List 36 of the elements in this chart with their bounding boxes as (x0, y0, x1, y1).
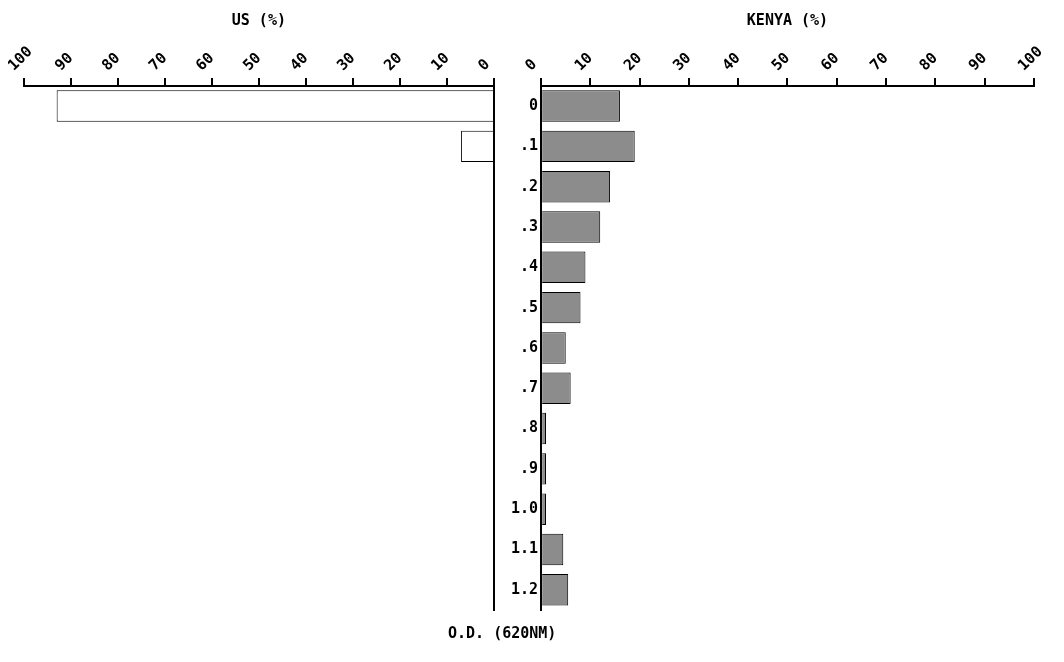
x-tick-label: 60 (191, 48, 218, 75)
x-tick-label: 30 (333, 48, 359, 75)
y-tick-label: .5 (520, 297, 539, 316)
x-axis-title: KENYA (%) (746, 10, 829, 29)
x-tick-label: 0 (474, 54, 494, 75)
x-axis-title: US (%) (231, 10, 286, 29)
x-tick-label: 20 (380, 48, 406, 75)
x-tick-label: 50 (767, 48, 794, 75)
x-tick-label: 50 (238, 48, 265, 75)
y-tick-label: .3 (520, 216, 539, 235)
x-tick-label: 100 (1013, 42, 1046, 75)
x-tick-label: 80 (97, 48, 124, 75)
x-tick-label: 10 (427, 48, 453, 75)
text: O.D. (620NM) (448, 624, 557, 642)
y-tick-label: .1 (520, 136, 539, 155)
y-tick-label: .7 (520, 378, 539, 397)
y-tick-label: .6 (520, 337, 539, 356)
y-tick-label: 1.1 (511, 539, 539, 558)
y-tick-label: 0 (529, 95, 539, 114)
x-tick-label: 80 (915, 48, 941, 75)
y-tick-label: 1.0 (511, 499, 539, 518)
y-tick-label: .8 (520, 418, 539, 437)
x-tick-label: 90 (50, 48, 77, 75)
x-tick-label: 70 (144, 48, 171, 75)
x-tick-label: 30 (669, 48, 695, 75)
x-tick-label: 20 (619, 48, 646, 75)
x-tick-label: 90 (964, 48, 991, 75)
y-tick-label: .9 (520, 458, 539, 477)
y-tick-label: 1.2 (511, 579, 539, 598)
x-tick-label: 40 (286, 48, 312, 75)
x-tick-label: 60 (816, 48, 843, 75)
x-tick-label: 70 (866, 48, 892, 75)
y-tick-label: .2 (520, 176, 539, 195)
y-tick-label: .4 (520, 257, 539, 276)
x-tick-label: 10 (570, 48, 596, 75)
x-tick-label: 40 (718, 48, 744, 75)
